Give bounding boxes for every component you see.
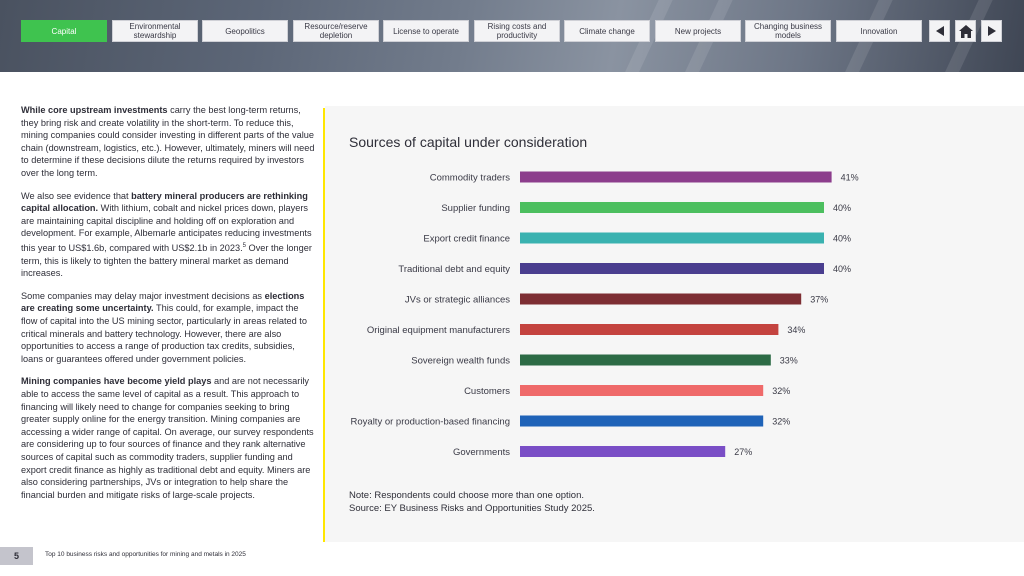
paragraph-battery: We also see evidence that battery minera…	[21, 190, 315, 280]
bar	[520, 171, 832, 183]
tab-rising-costs[interactable]: Rising costs and productivity	[474, 20, 560, 42]
chart-note: Note: Respondents could choose more than…	[349, 490, 595, 515]
category-label: Commodity traders	[430, 173, 510, 184]
text: Some companies may delay major investmen…	[21, 290, 265, 301]
emphasis: Mining companies have become yield plays	[21, 376, 212, 387]
tab-environmental-stewardship[interactable]: Environmental stewardship	[112, 20, 198, 42]
value-label: 40%	[833, 203, 851, 213]
chart-note-text: Note: Respondents could choose more than…	[349, 490, 585, 501]
text: With lithium, cobalt and nickel prices d…	[21, 203, 312, 253]
paragraph-elections: Some companies may delay major investmen…	[21, 290, 315, 366]
bar	[520, 354, 771, 366]
category-label: Royalty or production-based financing	[351, 417, 510, 428]
category-label: Sovereign wealth funds	[411, 356, 510, 367]
bar	[520, 232, 824, 244]
value-label: 40%	[833, 264, 851, 274]
bar	[520, 446, 726, 457]
arrow-left-icon	[935, 26, 944, 36]
category-label: JVs or strategic alliances	[405, 295, 510, 306]
bar	[520, 415, 764, 427]
category-label: Supplier funding	[441, 203, 510, 214]
bar	[520, 293, 802, 305]
bar	[520, 202, 824, 213]
bar	[520, 385, 764, 396]
page-number: 5	[0, 547, 33, 565]
next-page-button[interactable]	[981, 20, 1002, 42]
chart-source-text: Source: EY Business Risks and Opportunit…	[349, 502, 595, 514]
prev-page-button[interactable]	[929, 20, 950, 42]
emphasis: battery mineral producers are rethinking…	[21, 190, 308, 214]
footer-title: Top 10 business risks and opportunities …	[45, 551, 246, 558]
emphasis: While core upstream investments	[21, 105, 168, 115]
tab-geopolitics[interactable]: Geopolitics	[202, 20, 288, 42]
tab-climate-change[interactable]: Climate change	[564, 20, 650, 42]
bar	[520, 324, 779, 335]
text: Over the longer term, this is likely to …	[21, 243, 312, 279]
paragraph-upstream: While core upstream investments carry th…	[21, 104, 315, 180]
tab-changing-business-models[interactable]: Changing business models	[745, 20, 831, 42]
category-label: Original equipment manufacturers	[367, 325, 510, 336]
footnote-ref[interactable]: 5	[242, 242, 246, 249]
text: This could, for example, impact the flow…	[21, 303, 307, 364]
category-label: Governments	[453, 447, 510, 458]
text: and are not necessarily able to access t…	[21, 376, 314, 500]
value-label: 27%	[734, 447, 752, 457]
chart-title: Sources of capital under consideration	[349, 134, 588, 150]
tab-resource-reserve-depletion[interactable]: Resource/reserve depletion	[293, 20, 379, 42]
arrow-right-icon	[987, 26, 996, 36]
paragraph-yield-plays: Mining companies have become yield plays…	[21, 375, 315, 501]
category-label: Customers	[464, 386, 510, 397]
yellow-divider	[323, 108, 325, 542]
text: We also see evidence that	[21, 190, 132, 201]
text: carry the best long-term returns, they b…	[21, 105, 315, 178]
bar-chart: Commodity traders 41% Supplier funding 40% E…	[351, 171, 859, 458]
value-label: 33%	[780, 356, 798, 366]
tab-license-to-operate[interactable]: License to operate	[383, 20, 469, 42]
value-label: 32%	[772, 417, 790, 427]
tab-new-projects[interactable]: New projects	[655, 20, 741, 42]
category-label: Export credit finance	[423, 234, 510, 245]
body-text: While core upstream investments carry th…	[21, 104, 315, 511]
home-button[interactable]	[955, 20, 976, 42]
tab-innovation[interactable]: Innovation	[836, 20, 922, 42]
category-label: Traditional debt and equity	[398, 264, 510, 275]
value-label: 32%	[772, 386, 790, 396]
tab-capital[interactable]: Capital	[21, 20, 107, 42]
value-label: 37%	[810, 295, 828, 305]
emphasis: elections are creating some uncertainty.	[21, 290, 305, 314]
value-label: 40%	[833, 234, 851, 244]
value-label: 41%	[841, 173, 859, 183]
value-label: 34%	[787, 325, 805, 335]
home-icon	[958, 24, 973, 38]
bar	[520, 263, 824, 274]
